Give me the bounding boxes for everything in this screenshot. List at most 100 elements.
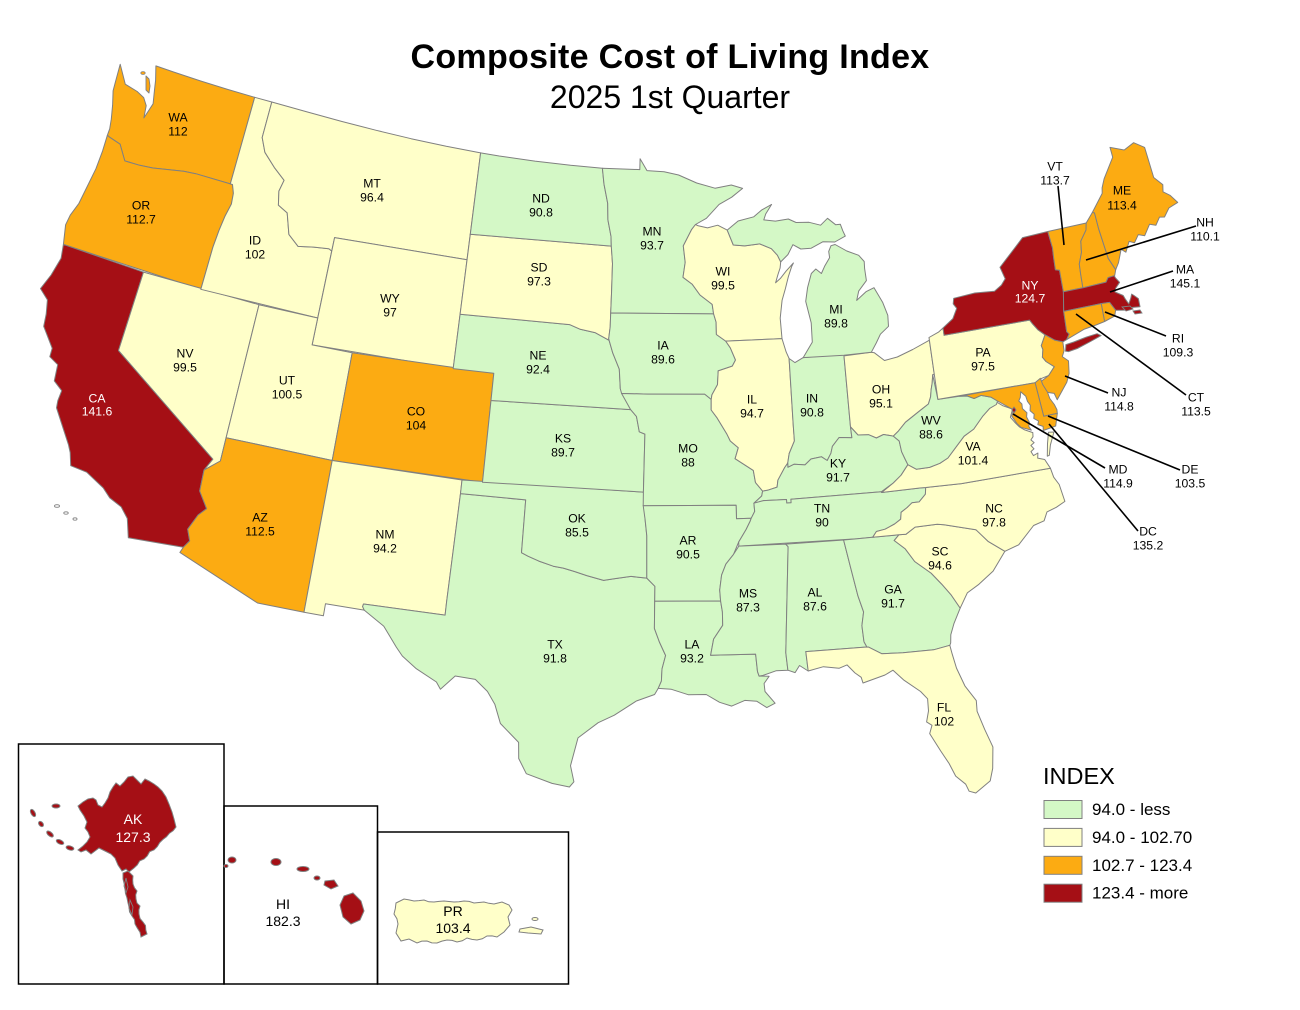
svg-text:MT: MT xyxy=(363,177,381,191)
svg-text:SD: SD xyxy=(531,261,548,275)
svg-text:TN: TN xyxy=(814,502,830,516)
svg-text:127.3: 127.3 xyxy=(115,829,150,845)
svg-text:CT: CT xyxy=(1188,391,1205,405)
svg-text:145.1: 145.1 xyxy=(1170,277,1201,291)
svg-text:109.3: 109.3 xyxy=(1163,346,1194,360)
svg-text:93.7: 93.7 xyxy=(640,239,664,253)
svg-text:89.6: 89.6 xyxy=(651,353,675,367)
svg-text:NM: NM xyxy=(376,528,395,542)
svg-text:LA: LA xyxy=(685,638,701,652)
svg-text:102: 102 xyxy=(245,248,266,262)
svg-text:89.8: 89.8 xyxy=(824,317,848,331)
svg-text:113.5: 113.5 xyxy=(1181,405,1211,419)
svg-text:WY: WY xyxy=(380,292,400,306)
svg-text:94.0 - 102.70: 94.0 - 102.70 xyxy=(1092,828,1192,847)
svg-text:93.2: 93.2 xyxy=(680,652,704,666)
svg-text:90.8: 90.8 xyxy=(529,206,553,220)
svg-text:RI: RI xyxy=(1172,332,1184,346)
svg-text:NV: NV xyxy=(177,347,195,361)
svg-text:88: 88 xyxy=(681,456,695,470)
svg-text:94.7: 94.7 xyxy=(740,407,764,421)
svg-text:NE: NE xyxy=(530,349,547,363)
svg-text:113.7: 113.7 xyxy=(1040,174,1070,188)
svg-text:HI: HI xyxy=(276,896,290,912)
svg-text:103.4: 103.4 xyxy=(435,920,470,936)
svg-text:103.5: 103.5 xyxy=(1175,477,1206,491)
svg-text:AR: AR xyxy=(680,534,697,548)
svg-text:PR: PR xyxy=(443,903,462,919)
svg-text:OK: OK xyxy=(568,512,586,526)
svg-text:101.4: 101.4 xyxy=(958,454,989,468)
svg-text:WI: WI xyxy=(716,265,731,279)
svg-text:112: 112 xyxy=(168,125,188,139)
svg-text:91.7: 91.7 xyxy=(826,471,850,485)
svg-text:114.9: 114.9 xyxy=(1103,477,1133,491)
svg-text:104: 104 xyxy=(406,419,427,433)
svg-text:CA: CA xyxy=(89,392,107,406)
svg-text:TX: TX xyxy=(547,638,563,652)
svg-text:87.3: 87.3 xyxy=(736,601,760,615)
svg-text:CO: CO xyxy=(407,405,425,419)
svg-text:GA: GA xyxy=(884,583,902,597)
svg-text:KY: KY xyxy=(830,457,846,471)
svg-text:IA: IA xyxy=(657,339,669,353)
svg-text:89.7: 89.7 xyxy=(551,446,575,460)
svg-text:141.6: 141.6 xyxy=(82,405,113,419)
svg-text:WV: WV xyxy=(921,414,942,428)
svg-text:WA: WA xyxy=(168,111,188,125)
svg-text:DE: DE xyxy=(1182,463,1199,477)
svg-text:FL: FL xyxy=(937,701,951,715)
svg-text:87.6: 87.6 xyxy=(803,600,827,614)
svg-text:97: 97 xyxy=(383,306,397,320)
svg-text:90: 90 xyxy=(815,516,829,530)
svg-text:OR: OR xyxy=(132,199,150,213)
svg-text:IL: IL xyxy=(747,393,757,407)
svg-text:91.8: 91.8 xyxy=(543,652,567,666)
svg-text:NC: NC xyxy=(985,502,1003,516)
svg-text:124.7: 124.7 xyxy=(1015,292,1046,306)
svg-text:ME: ME xyxy=(1113,184,1131,198)
svg-text:97.5: 97.5 xyxy=(971,360,995,374)
svg-text:96.4: 96.4 xyxy=(360,191,384,205)
svg-text:90.5: 90.5 xyxy=(676,548,700,562)
svg-text:102: 102 xyxy=(934,715,955,729)
svg-text:91.7: 91.7 xyxy=(881,597,905,611)
svg-text:94.0 - less: 94.0 - less xyxy=(1092,800,1170,819)
svg-text:UT: UT xyxy=(279,374,296,388)
svg-text:95.1: 95.1 xyxy=(869,397,893,411)
svg-text:97.3: 97.3 xyxy=(527,275,551,289)
svg-text:135.2: 135.2 xyxy=(1133,539,1164,553)
svg-text:94.2: 94.2 xyxy=(373,542,397,556)
svg-text:VT: VT xyxy=(1047,160,1063,174)
svg-text:MD: MD xyxy=(1109,463,1128,477)
svg-text:112.7: 112.7 xyxy=(126,213,156,227)
svg-text:MA: MA xyxy=(1176,263,1195,277)
svg-text:90.8: 90.8 xyxy=(800,406,824,420)
svg-text:AL: AL xyxy=(808,586,823,600)
svg-text:MO: MO xyxy=(678,442,698,456)
svg-text:VA: VA xyxy=(965,440,981,454)
svg-text:112.5: 112.5 xyxy=(245,525,275,539)
svg-text:MS: MS xyxy=(739,587,757,601)
svg-text:MI: MI xyxy=(829,303,843,317)
svg-text:182.3: 182.3 xyxy=(265,913,300,929)
svg-text:NH: NH xyxy=(1196,216,1214,230)
svg-text:85.5: 85.5 xyxy=(565,526,589,540)
svg-text:SC: SC xyxy=(932,545,949,559)
svg-text:110.1: 110.1 xyxy=(1190,230,1220,244)
svg-text:NY: NY xyxy=(1022,279,1039,293)
svg-text:OH: OH xyxy=(872,383,890,397)
svg-text:AK: AK xyxy=(124,811,143,827)
svg-text:88.6: 88.6 xyxy=(919,428,943,442)
svg-text:ID: ID xyxy=(249,234,261,248)
svg-text:MN: MN xyxy=(643,225,662,239)
svg-text:100.5: 100.5 xyxy=(272,388,303,402)
svg-text:114.8: 114.8 xyxy=(1104,400,1134,414)
svg-text:123.4 - more: 123.4 - more xyxy=(1092,884,1188,903)
svg-text:ND: ND xyxy=(532,192,550,206)
svg-text:97.8: 97.8 xyxy=(982,516,1006,530)
svg-text:IN: IN xyxy=(806,392,818,406)
svg-text:AZ: AZ xyxy=(252,511,268,525)
svg-text:99.5: 99.5 xyxy=(173,361,197,375)
svg-text:PA: PA xyxy=(975,346,991,360)
